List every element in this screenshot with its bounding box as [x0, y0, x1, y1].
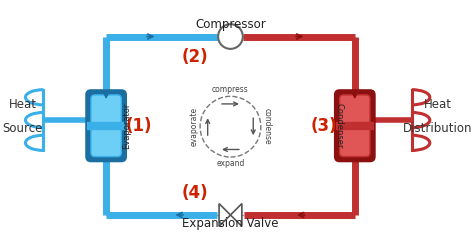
FancyBboxPatch shape: [91, 95, 121, 157]
Text: evaporate: evaporate: [189, 107, 198, 146]
Text: Compressor: Compressor: [195, 17, 266, 30]
FancyBboxPatch shape: [85, 89, 127, 162]
Text: Distribution: Distribution: [402, 122, 472, 135]
FancyBboxPatch shape: [339, 95, 370, 157]
Text: compress: compress: [212, 85, 249, 94]
Polygon shape: [219, 204, 230, 226]
Text: (2): (2): [182, 48, 209, 66]
Text: expand: expand: [216, 159, 245, 168]
Text: (4): (4): [182, 184, 209, 202]
Text: Heat: Heat: [423, 98, 451, 111]
Text: Expansion Valve: Expansion Valve: [182, 217, 279, 230]
Text: (1): (1): [126, 117, 153, 135]
Text: Source: Source: [2, 122, 43, 135]
FancyBboxPatch shape: [334, 89, 376, 162]
Text: Evaporator: Evaporator: [122, 103, 131, 149]
Text: Condenser: Condenser: [334, 103, 343, 149]
Polygon shape: [230, 204, 242, 226]
Text: Heat: Heat: [9, 98, 36, 111]
Text: condense: condense: [263, 108, 272, 145]
Bar: [106, 37, 355, 215]
Text: (3): (3): [311, 117, 338, 135]
Circle shape: [218, 24, 243, 49]
